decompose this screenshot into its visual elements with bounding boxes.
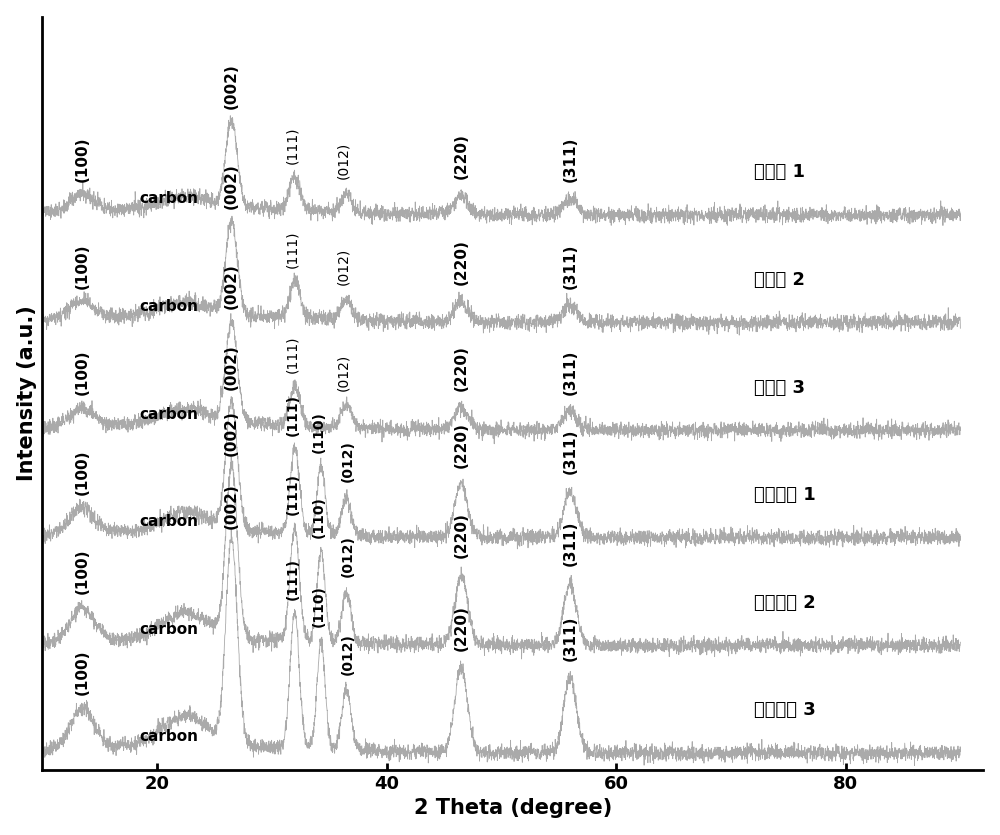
Text: (012): (012) [341, 633, 355, 675]
Text: 对比实例 3: 对比实例 3 [754, 701, 816, 720]
Text: (220): (220) [454, 240, 469, 285]
Text: (110): (110) [312, 496, 326, 538]
Text: (111): (111) [285, 558, 299, 600]
X-axis label: 2 Theta (degree): 2 Theta (degree) [414, 798, 612, 818]
Text: (311): (311) [563, 137, 578, 182]
Text: (002): (002) [224, 345, 239, 391]
Text: 实施例 3: 实施例 3 [754, 378, 805, 397]
Text: (012): (012) [341, 441, 355, 483]
Text: carbon: carbon [139, 622, 198, 637]
Text: (110): (110) [312, 585, 326, 627]
Text: (002): (002) [224, 483, 239, 529]
Text: (111): (111) [285, 394, 299, 436]
Text: (311): (311) [563, 243, 578, 289]
Text: (111): (111) [285, 230, 299, 268]
Text: (012): (012) [336, 354, 350, 391]
Text: carbon: carbon [139, 514, 198, 529]
Text: (100): (100) [75, 549, 90, 595]
Text: 实施例 2: 实施例 2 [754, 271, 805, 289]
Text: (111): (111) [285, 473, 299, 515]
Text: (100): (100) [75, 137, 90, 182]
Text: (311): (311) [563, 428, 578, 474]
Text: carbon: carbon [139, 299, 198, 314]
Text: (220): (220) [454, 512, 469, 558]
Text: 对比实例 1: 对比实例 1 [754, 486, 816, 504]
Text: (100): (100) [75, 349, 90, 395]
Text: (012): (012) [336, 142, 350, 180]
Text: carbon: carbon [139, 730, 198, 745]
Y-axis label: Intensity (a.u.): Intensity (a.u.) [17, 306, 37, 481]
Text: (311): (311) [563, 349, 578, 395]
Text: (110): (110) [312, 411, 326, 453]
Text: (111): (111) [285, 335, 299, 372]
Text: (220): (220) [454, 134, 469, 180]
Text: (002): (002) [224, 410, 239, 456]
Text: (311): (311) [563, 615, 578, 661]
Text: (012): (012) [341, 535, 355, 577]
Text: (100): (100) [75, 243, 90, 289]
Text: 实施例 1: 实施例 1 [754, 164, 805, 181]
Text: (111): (111) [285, 126, 299, 164]
Text: (220): (220) [454, 345, 469, 391]
Text: (002): (002) [224, 164, 239, 210]
Text: (100): (100) [75, 450, 90, 495]
Text: (311): (311) [563, 521, 578, 566]
Text: (002): (002) [224, 63, 239, 109]
Text: (002): (002) [224, 263, 239, 309]
Text: carbon: carbon [139, 407, 198, 422]
Text: (012): (012) [336, 248, 350, 285]
Text: (220): (220) [454, 422, 469, 468]
Text: carbon: carbon [139, 191, 198, 206]
Text: (100): (100) [75, 650, 90, 696]
Text: 对比实例 2: 对比实例 2 [754, 594, 816, 612]
Text: (220): (220) [454, 605, 469, 651]
